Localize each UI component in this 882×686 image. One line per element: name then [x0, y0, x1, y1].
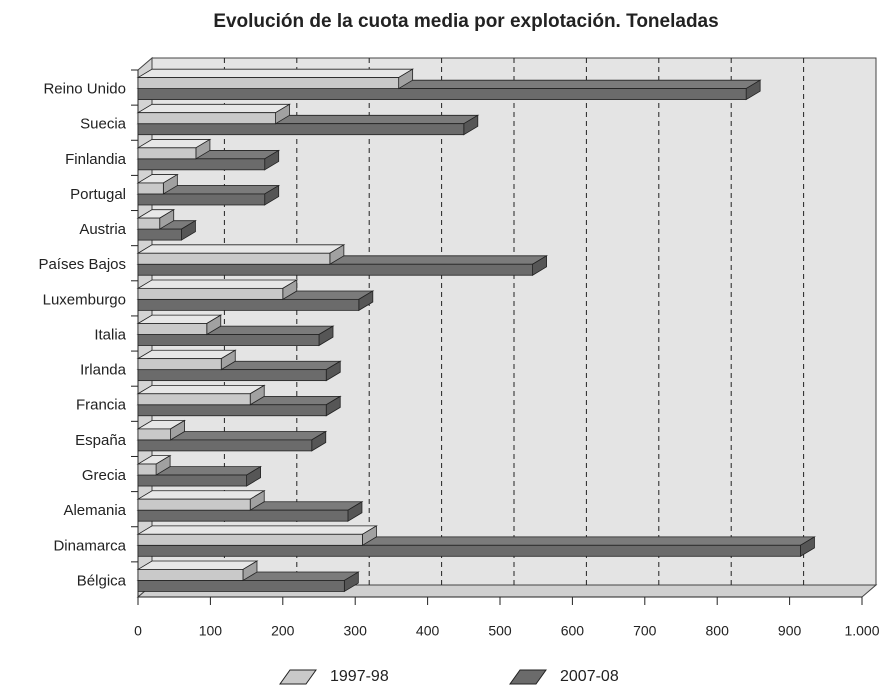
bar — [137, 252, 331, 265]
bar-top — [136, 560, 259, 570]
bar — [137, 298, 360, 311]
bar — [137, 404, 327, 417]
bar — [137, 358, 222, 371]
bar-top — [136, 103, 292, 114]
y-tick-label: Finlandia — [65, 151, 127, 168]
bar — [137, 463, 157, 476]
y-tick-label: Dinamarca — [53, 537, 126, 554]
y-tick-label: Grecia — [82, 467, 127, 484]
y-tick-label: Alemania — [63, 502, 126, 519]
y-tick-label: Reino Unido — [43, 81, 126, 98]
x-tick-label: 900 — [778, 623, 802, 639]
bar — [137, 498, 251, 511]
bar — [137, 369, 327, 382]
x-tick-label: 100 — [199, 623, 223, 639]
bar — [137, 533, 363, 546]
bar — [137, 112, 276, 125]
y-tick-label: Suecia — [80, 116, 127, 133]
y-tick-label: Portugal — [70, 186, 126, 203]
x-tick-label: 400 — [416, 623, 440, 639]
y-tick-label: Irlanda — [80, 362, 127, 379]
bar — [137, 569, 244, 581]
x-tick-label: 600 — [561, 623, 585, 639]
bar — [137, 217, 161, 230]
bar — [137, 228, 182, 241]
bar — [137, 193, 266, 206]
x-tick-label: 800 — [706, 623, 730, 639]
bar — [137, 77, 400, 89]
bar — [137, 323, 208, 335]
bar — [137, 428, 171, 441]
bar — [137, 474, 247, 487]
bar — [137, 580, 345, 592]
bar — [137, 123, 465, 136]
y-tick-label: Luxemburgo — [43, 291, 126, 308]
x-tick-label: 300 — [344, 623, 368, 639]
x-tick-label: 200 — [271, 623, 295, 639]
legend-label: 1997-98 — [330, 668, 389, 685]
y-tick-label: Francia — [76, 397, 127, 414]
y-tick-label: Países Bajos — [38, 256, 126, 273]
legend-label: 2007-08 — [560, 668, 619, 685]
bar — [137, 88, 747, 100]
bar — [137, 509, 349, 522]
y-tick-label: Bélgica — [77, 572, 127, 589]
x-tick-label: 700 — [633, 623, 657, 639]
bar-top — [136, 244, 346, 254]
bar-top — [136, 349, 237, 360]
bar-top — [136, 525, 378, 535]
bar — [137, 439, 313, 452]
bar-top — [136, 490, 266, 500]
chart-title: Evolución de la cuota media por explotac… — [213, 11, 718, 32]
bar — [137, 182, 164, 195]
x-tick-label: 1.000 — [844, 623, 879, 639]
bar — [137, 544, 801, 557]
bar — [137, 147, 197, 160]
legend-swatch — [279, 669, 317, 685]
bar — [137, 334, 320, 346]
y-tick-label: Austria — [79, 221, 126, 238]
bar — [137, 393, 251, 406]
bar-top — [136, 68, 415, 78]
bar — [137, 158, 266, 171]
legend-swatch — [509, 669, 547, 685]
y-tick-label: Italia — [94, 326, 126, 343]
bar-top — [136, 384, 266, 395]
x-tick-label: 0 — [134, 623, 142, 639]
bar-top — [136, 279, 299, 289]
bar — [137, 287, 284, 300]
bar — [137, 263, 533, 276]
x-tick-label: 500 — [488, 623, 512, 639]
y-tick-label: España — [75, 432, 127, 449]
